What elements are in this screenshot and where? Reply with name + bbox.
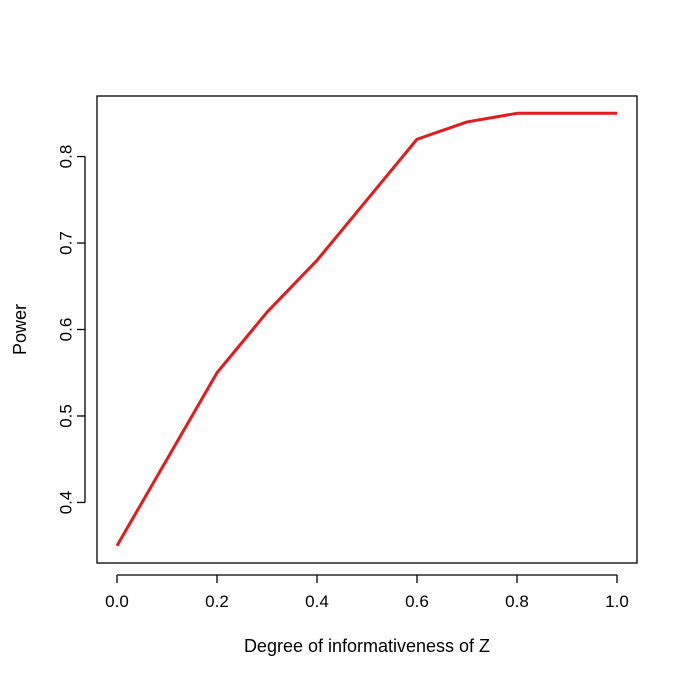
x-tick-label: 0.4	[305, 592, 329, 611]
x-tick-label: 0.2	[205, 592, 229, 611]
y-tick-label: 0.7	[57, 231, 76, 255]
series-line	[115, 111, 617, 547]
x-axis-title: Degree of informativeness of Z	[244, 636, 490, 656]
x-axis: 0.0 0.2 0.4 0.6 0.8 1.0	[105, 574, 629, 611]
x-tick-label: 0.8	[505, 592, 529, 611]
y-tick-label: 0.8	[57, 145, 76, 169]
plot-frame	[96, 95, 638, 564]
y-tick-label: 0.5	[57, 404, 76, 428]
y-tick-label: 0.4	[57, 491, 76, 515]
x-tick-label: 0.0	[105, 592, 129, 611]
x-tick-label: 1.0	[605, 592, 629, 611]
y-tick-label: 0.6	[57, 318, 76, 342]
x-tick-label: 0.6	[405, 592, 429, 611]
y-axis: 0.4 0.5 0.6 0.7 0.8	[57, 145, 86, 515]
series-layer	[115, 111, 617, 547]
y-axis-title: Power	[10, 304, 30, 355]
